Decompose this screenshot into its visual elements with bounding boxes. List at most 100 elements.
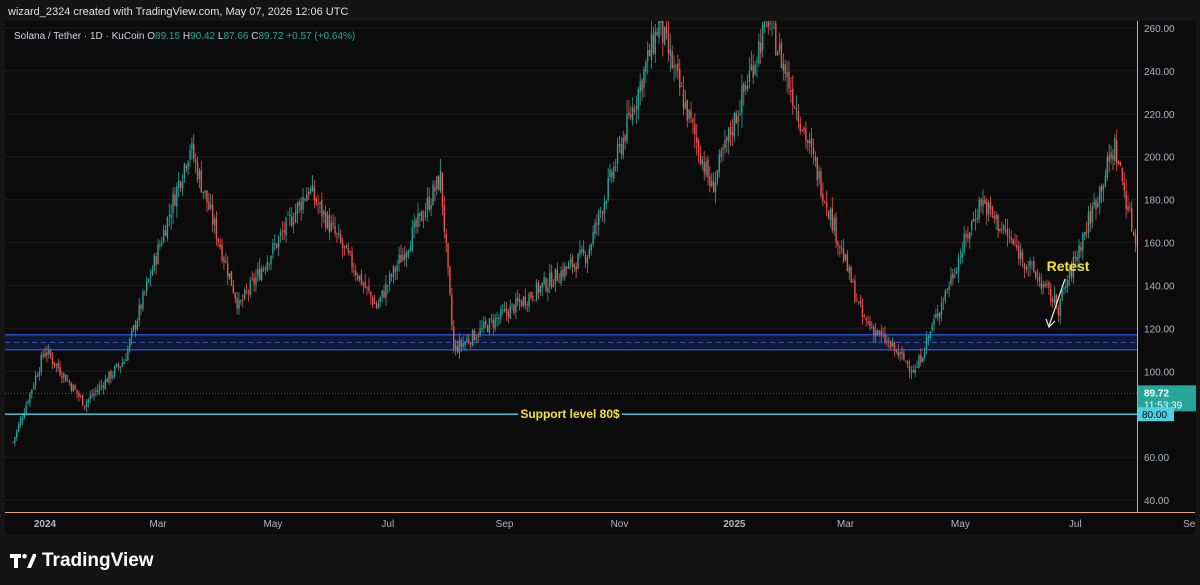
price-axis[interactable]: 260.00 240.00 220.00 200.00 180.00 160.00 140.… — [1137, 21, 1196, 512]
candle-body — [279, 232, 282, 236]
candle-body — [421, 211, 423, 222]
candle-body — [1087, 212, 1090, 233]
candle-body — [81, 395, 84, 406]
candle-body — [1031, 262, 1033, 264]
candle-body — [682, 89, 685, 110]
candle-body — [469, 342, 472, 345]
bar-countdown: 11:53:39 — [1144, 400, 1183, 411]
candle-body — [268, 263, 270, 265]
candle-body — [760, 42, 762, 53]
open-value: 89.15 — [155, 31, 181, 42]
candle-body — [910, 371, 913, 373]
candle-body — [1072, 257, 1075, 278]
candle-body — [515, 297, 517, 313]
chart-pane[interactable]: Support level 80$ Retest — [5, 21, 1137, 533]
candle-body — [78, 392, 80, 397]
candle-body — [534, 299, 536, 301]
candle-body — [74, 386, 76, 390]
candle-body — [613, 166, 615, 179]
candle-body — [697, 140, 700, 155]
candle-body — [579, 249, 581, 255]
candle-body — [1053, 294, 1056, 304]
candle-body — [121, 363, 123, 367]
candle-body — [1095, 200, 1097, 209]
time-axis[interactable]: 2024MarMayJulSepNov2025MarMayJulSepNov20… — [5, 512, 1200, 534]
candle-body — [424, 211, 427, 218]
candle-body — [581, 249, 583, 253]
candle-body — [918, 356, 920, 368]
candle-body — [1059, 299, 1061, 316]
time-tick-label: Sep — [1183, 519, 1195, 530]
candle-body — [1099, 186, 1101, 203]
time-tick-label: May — [263, 519, 282, 530]
candle-body — [34, 375, 37, 386]
candle-body — [705, 161, 707, 176]
candle-body — [155, 256, 157, 265]
candle-body — [210, 204, 212, 208]
symbol-name[interactable]: Solana / Tether · 1D · KuCoin — [14, 31, 145, 42]
price-tick-label: 100.00 — [1144, 367, 1175, 378]
support-price-badge — [1138, 407, 1174, 422]
price-chart[interactable]: Support level 80$ Retest — [5, 21, 1137, 533]
candle-body — [183, 163, 186, 179]
candle-body — [829, 209, 832, 220]
candle-body — [952, 274, 954, 279]
candle-body — [837, 241, 839, 246]
candle-body — [944, 291, 947, 301]
candle-body — [206, 190, 208, 203]
candle-body — [23, 413, 25, 419]
candle-body — [366, 286, 368, 288]
candle-body — [127, 347, 129, 360]
candle-body — [631, 106, 634, 121]
candle-body — [274, 243, 276, 245]
candle-body — [51, 357, 54, 364]
candle-body — [731, 132, 734, 135]
tradingview-logo[interactable]: TradingView — [10, 550, 154, 572]
candle-body — [196, 161, 199, 180]
candle-body — [443, 205, 446, 232]
candle-body — [554, 268, 557, 284]
candle-body — [283, 230, 285, 233]
candle-body — [1061, 289, 1063, 301]
candle-body — [307, 191, 310, 195]
candle-body — [641, 80, 643, 91]
candle-body — [417, 213, 419, 228]
candle-body — [972, 218, 975, 222]
candle-body — [929, 332, 931, 338]
candle-body — [388, 274, 391, 284]
candle-body — [857, 301, 860, 303]
tradingview-logo-icon — [10, 553, 36, 568]
candle-body — [680, 86, 683, 88]
candle-body — [635, 106, 638, 109]
candle-body — [483, 321, 485, 329]
candle-body — [178, 180, 180, 189]
candle-body — [396, 265, 398, 271]
candle-body — [769, 23, 771, 25]
candle-body — [59, 367, 61, 375]
candle-body — [528, 294, 530, 307]
candle-body — [876, 329, 879, 335]
candle-body — [87, 399, 90, 403]
candle-body — [1117, 160, 1120, 165]
candle-body — [247, 292, 250, 294]
candle-body — [498, 317, 500, 320]
candle-body — [793, 107, 796, 108]
candle-body — [404, 254, 406, 260]
candle-body — [147, 278, 150, 283]
price-tick-label: 200.00 — [1144, 153, 1175, 164]
candle-body — [193, 144, 195, 160]
candle-body — [569, 259, 572, 263]
candle-body — [545, 278, 547, 292]
candle-body — [194, 159, 197, 162]
candle-body — [1093, 201, 1095, 206]
candle-body — [824, 201, 826, 203]
candle-body — [694, 123, 696, 135]
candle-body — [810, 138, 813, 147]
candle-body — [684, 101, 687, 108]
candle-body — [176, 186, 178, 207]
candle-body — [654, 31, 656, 55]
candle-body — [931, 324, 933, 331]
candle-body — [942, 302, 945, 303]
candle-body — [1050, 288, 1052, 302]
candle-body — [878, 330, 881, 335]
